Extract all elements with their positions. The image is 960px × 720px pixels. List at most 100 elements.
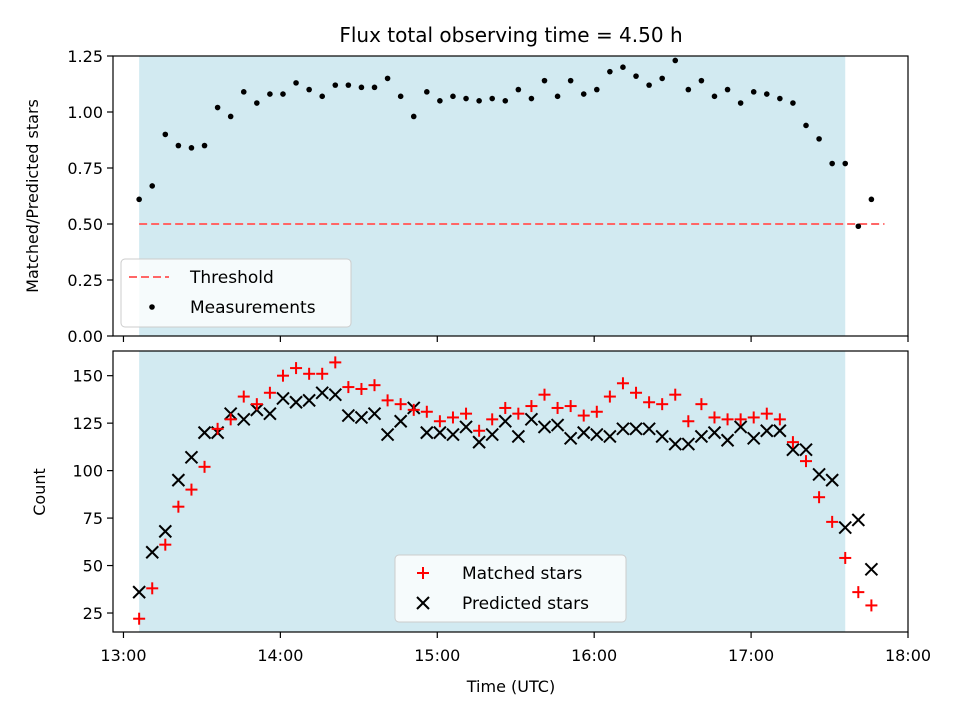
legend-measurements-swatch <box>149 304 155 310</box>
measurement-point <box>567 77 574 84</box>
measurement-point <box>790 100 796 106</box>
matched-star-point <box>708 411 721 424</box>
measurement-point <box>410 113 417 120</box>
matched-star-point <box>211 422 224 435</box>
matched-star-point <box>865 599 878 612</box>
matched-star-point <box>499 401 512 414</box>
measurement-point <box>816 136 822 142</box>
predicted-star-point <box>864 562 879 577</box>
matched-star-point <box>682 415 695 428</box>
measurement-point <box>829 160 835 167</box>
predicted-star-point <box>733 420 748 434</box>
predicted-star-point <box>694 429 709 444</box>
matched-star-point <box>329 356 342 369</box>
predicted-star-point <box>158 524 173 539</box>
matched-star-point <box>342 381 355 394</box>
measurement-point <box>515 86 522 93</box>
matched-star-point <box>603 390 616 403</box>
measurement-point <box>384 75 391 82</box>
y-tick-label: 1.25 <box>67 47 103 66</box>
predicted-star-point <box>720 433 735 447</box>
top-x-ticks <box>122 336 909 342</box>
measurement-point <box>267 91 273 97</box>
matched-star-point <box>276 369 289 382</box>
matched-star-point <box>446 411 459 424</box>
predicted-star-point <box>433 425 447 440</box>
measurement-point <box>724 86 731 93</box>
matched-star-point <box>852 586 865 599</box>
predicted-star-point <box>197 425 212 440</box>
matched-star-point <box>643 396 656 409</box>
predicted-star-point <box>577 425 591 440</box>
y-tick-label: 150 <box>72 367 103 386</box>
measurement-point <box>175 142 182 149</box>
matched-star-point <box>512 407 525 420</box>
matched-star-point <box>316 367 329 380</box>
top-axes-frame <box>112 55 909 337</box>
matched-star-point <box>159 538 172 551</box>
measurement-point <box>607 68 613 75</box>
x-tick-label: 13:00 <box>100 646 146 665</box>
matched-star-point <box>551 401 564 414</box>
measurement-point <box>750 89 757 95</box>
matched-star-point <box>290 362 303 375</box>
predicted-star-point <box>302 393 316 408</box>
predicted-star-point <box>276 391 290 406</box>
predicted-star-point <box>328 387 342 402</box>
bottom-axes: 25 50 75 100 125 150 13:00 14:00 15:00 16:00 17:0… <box>30 350 931 665</box>
bottom-matched-points <box>133 356 878 625</box>
measurement-point <box>541 77 548 84</box>
measurement-point <box>685 86 692 93</box>
matched-star-point <box>616 377 629 390</box>
predicted-star-point <box>459 420 473 434</box>
top-measurement-points <box>136 57 875 230</box>
matched-star-point <box>486 413 499 426</box>
y-tick-label: 0.50 <box>67 215 103 234</box>
y-tick-label: 100 <box>72 462 103 481</box>
measurement-point <box>659 75 665 82</box>
top-y-ticks: 0.00 0.25 0.50 0.75 1.00 1.25 <box>67 47 113 346</box>
matched-star-point <box>656 398 669 411</box>
measurement-point <box>424 89 430 95</box>
x-tick-label: 15:00 <box>414 646 460 665</box>
predicted-star-point <box>289 395 303 409</box>
matched-star-point <box>800 455 813 468</box>
matched-star-point <box>734 413 747 426</box>
matched-star-point <box>839 551 852 564</box>
measurement-point <box>345 82 352 88</box>
measurement-point <box>777 95 783 102</box>
predicted-star-point <box>812 467 826 482</box>
predicted-star-point <box>498 414 512 428</box>
measurement-point <box>201 142 208 149</box>
measurement-point <box>332 82 339 88</box>
measurement-point <box>463 95 469 102</box>
predicted-star-point <box>367 406 382 421</box>
measurement-point <box>620 64 626 70</box>
bottom-axes-frame <box>112 350 909 633</box>
measurement-point <box>646 82 652 88</box>
predicted-star-point <box>263 406 277 421</box>
measurement-point <box>358 84 365 91</box>
predicted-star-point <box>171 473 186 487</box>
matched-star-point <box>381 394 394 407</box>
measurement-point <box>371 84 378 91</box>
predicted-star-point <box>603 429 617 444</box>
matched-star-point <box>263 386 276 399</box>
x-tick-label: 17:00 <box>728 646 774 665</box>
matched-star-point <box>695 398 708 411</box>
matched-star-point <box>355 382 368 395</box>
figure-title: Flux total observing time = 4.50 h <box>339 23 682 47</box>
measurement-point <box>227 113 234 120</box>
matched-star-point <box>420 405 433 418</box>
bottom-x-ticks: 13:00 14:00 15:00 16:00 17:00 18:00 <box>100 632 931 665</box>
matched-star-point <box>564 400 577 413</box>
bottom-legend: Matched stars Predicted stars <box>394 554 627 623</box>
matched-star-point <box>590 405 603 418</box>
predicted-star-point <box>838 520 852 535</box>
legend-matched-swatch <box>417 567 429 579</box>
predicted-star-point <box>760 424 774 438</box>
predicted-star-point <box>707 425 722 440</box>
predicted-star-point <box>825 473 839 487</box>
matched-star-point <box>368 379 381 392</box>
